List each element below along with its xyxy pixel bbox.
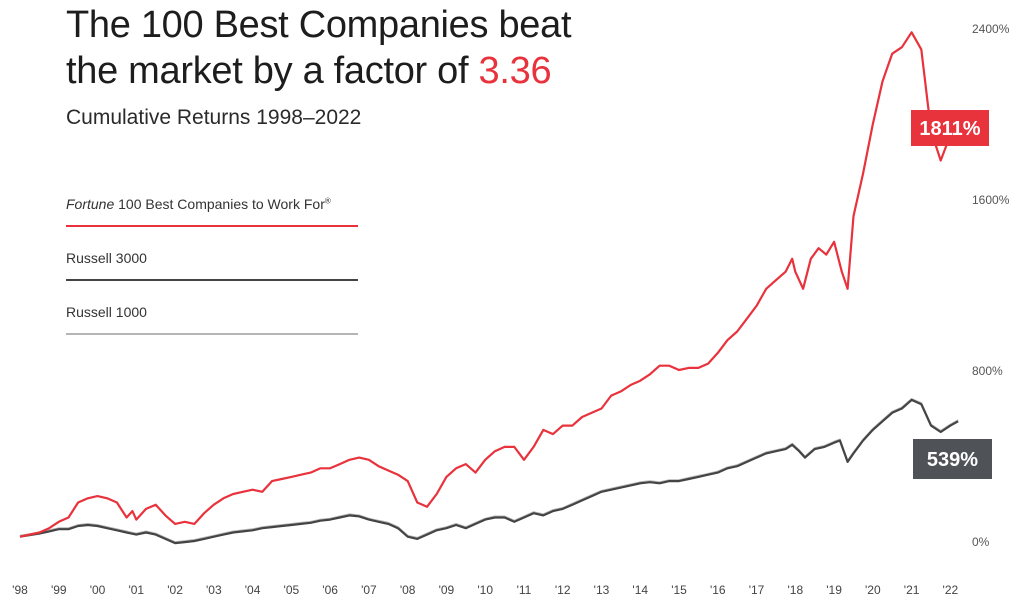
chart-subtitle: Cumulative Returns 1998–2022 [66, 106, 362, 129]
fortune-end-badge: 1811% [911, 110, 989, 146]
x-tick-label: '16 [710, 583, 726, 597]
series-line-russell3000 [19, 398, 959, 545]
x-tick-label: '98 [12, 583, 28, 597]
x-tick-label: '07 [361, 583, 377, 597]
fortune-end-badge-bg [911, 110, 989, 146]
x-tick-label: '02 [167, 583, 183, 597]
y-tick-label: 2400% [972, 22, 1010, 36]
x-tick-label: '14 [632, 583, 648, 597]
x-tick-label: '06 [322, 583, 338, 597]
russell3000-end-badge-label: 539% [927, 449, 978, 471]
x-axis-ticks: '98 '99 '00 '01 '02 '03 '04 '05 '06 '07 '08 '09 '10 '… [12, 583, 958, 597]
legend-fortune-rest: 100 Best Companies to Work For [114, 196, 325, 212]
series-line-fortune [19, 31, 960, 538]
x-tick-label: '22 [943, 583, 959, 597]
russell3000-end-badge: 539% [913, 439, 992, 479]
legend-swatch-russell1000 [66, 333, 358, 335]
title-line-1: The 100 Best Companies beat [66, 4, 572, 46]
x-tick-label: '03 [206, 583, 222, 597]
x-tick-label: '10 [477, 583, 493, 597]
legend-item-russell1000: Russell 1000 [66, 296, 358, 350]
x-tick-label: '15 [671, 583, 687, 597]
legend-label-fortune: Fortune 100 Best Companies to Work For® [66, 196, 331, 212]
legend-swatch-fortune [66, 225, 358, 227]
x-tick-label: '04 [245, 583, 261, 597]
registered-mark: ® [324, 196, 331, 206]
x-tick-label: '01 [128, 583, 144, 597]
y-tick-label: 1600% [972, 193, 1010, 207]
title-line-2-text: the market by a factor of [66, 50, 479, 92]
series-line-russell1000 [19, 398, 959, 543]
fortune-end-badge-label: 1811% [919, 118, 980, 140]
legend-item-fortune: Fortune 100 Best Companies to Work For® [66, 188, 358, 242]
x-tick-label: '08 [400, 583, 416, 597]
x-tick-label: '00 [90, 583, 106, 597]
russell3000-end-badge-bg [913, 439, 992, 479]
x-tick-label: '05 [284, 583, 300, 597]
legend-label-russell3000: Russell 3000 [66, 250, 147, 266]
x-tick-label: '20 [865, 583, 881, 597]
x-tick-label: '19 [826, 583, 842, 597]
legend-label-russell1000: Russell 1000 [66, 304, 147, 320]
x-tick-label: '11 [517, 583, 532, 597]
y-tick-label: 0% [972, 535, 990, 549]
legend-fortune-italic: Fortune [66, 196, 115, 212]
legend-item-russell3000: Russell 3000 [66, 242, 358, 296]
y-tick-label: 800% [972, 364, 1003, 378]
series-lines [19, 31, 960, 545]
x-tick-label: '99 [51, 583, 67, 597]
legend-swatch-russell3000 [66, 279, 358, 281]
x-tick-label: '12 [555, 583, 571, 597]
x-tick-label: '13 [594, 583, 610, 597]
x-tick-label: '18 [787, 583, 803, 597]
factor-value: 3.36 [478, 50, 552, 92]
y-axis-ticks: 0% 800% 1600% 2400% [972, 22, 1010, 549]
x-tick-label: '21 [904, 583, 920, 597]
x-tick-label: '09 [439, 583, 455, 597]
x-tick-label: '17 [749, 583, 765, 597]
end-value-badges: 1811% 539% [911, 110, 992, 479]
chart-title: The 100 Best Companies beat the market b… [66, 2, 572, 94]
legend: Fortune 100 Best Companies to Work For® … [66, 188, 358, 350]
title-line-2: the market by a factor of 3.36 [66, 48, 571, 94]
